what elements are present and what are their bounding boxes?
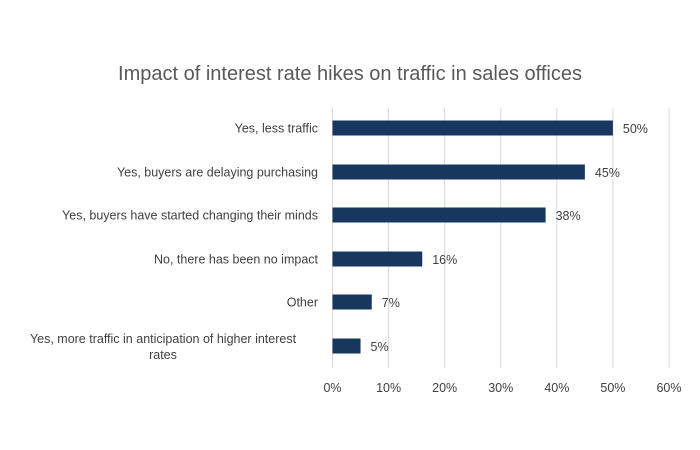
bar [332,338,361,354]
chart-title: Impact of interest rate hikes on traffic… [118,63,582,85]
gridlines [332,108,670,368]
bar [332,251,423,267]
data-label: 5% [371,340,389,354]
bars: 50% 45% 38% 16% 7% 5% [332,120,648,354]
category-label: Yes, more traffic in anticipation of hig… [30,332,297,362]
category-labels: Yes, less traffic Yes, buyers are delayin… [30,122,319,363]
category-label: Yes, buyers have started changing their … [62,209,318,223]
x-tick-label: 30% [488,381,513,395]
data-label: 45% [595,166,620,180]
bar [332,120,613,136]
data-label: 7% [382,296,400,310]
x-tick-label: 0% [323,381,341,395]
x-tick-label: 50% [600,381,625,395]
x-tick-label: 40% [544,381,569,395]
data-label: 50% [623,122,648,136]
x-tick-label: 10% [376,381,401,395]
bar [332,294,372,310]
data-label: 38% [556,209,581,223]
category-label: No, there has been no impact [154,253,319,267]
x-tick-label: 60% [656,381,681,395]
x-tick-label: 20% [432,381,457,395]
category-label: Yes, buyers are delaying purchasing [117,166,318,180]
category-label: Other [287,296,318,310]
bar [332,207,546,223]
category-label: Yes, less traffic [235,122,318,136]
x-axis-ticks: 0% 10% 20% 30% 40% 50% 60% [323,381,681,395]
bar [332,164,585,180]
data-label: 16% [432,253,457,267]
